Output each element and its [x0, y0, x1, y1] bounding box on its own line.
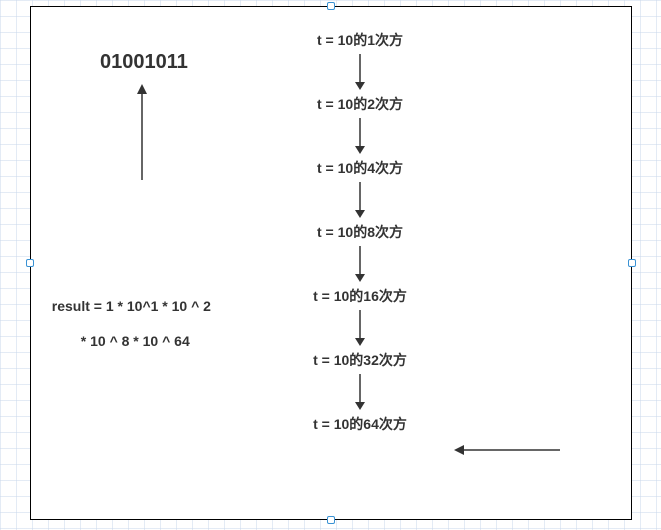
binary-string: 01001011 [100, 50, 188, 75]
flow-node: t = 10的2次方 [317, 96, 403, 114]
flow-node: t = 10的1次方 [317, 32, 403, 50]
flow-arrow-down [350, 310, 370, 350]
result-line1: result = 1 * 10^1 * 10 ^ 2 [52, 298, 211, 314]
flow-node: t = 10的64次方 [313, 416, 407, 434]
arrow-up-left [132, 84, 152, 184]
flow-arrow-down [350, 246, 370, 286]
flow-node: t = 10的4次方 [317, 160, 403, 178]
selection-handle[interactable] [327, 516, 335, 524]
flow-arrow-down [350, 182, 370, 222]
flow-node: t = 10的32次方 [313, 352, 407, 370]
flow-arrow-down [350, 118, 370, 158]
flow-node: t = 10的16次方 [313, 288, 407, 306]
result-line2: * 10 ^ 8 * 10 ^ 64 [52, 333, 219, 351]
selection-handle[interactable] [628, 259, 636, 267]
flow-arrow-down [350, 54, 370, 94]
selection-handle[interactable] [26, 259, 34, 267]
flow-arrow-down [350, 374, 370, 414]
selection-handle[interactable] [327, 2, 335, 10]
flow-node: t = 10的8次方 [317, 224, 403, 242]
arrow-left-right [454, 440, 564, 460]
result-expression: result = 1 * 10^1 * 10 ^ 2 * 10 ^ 8 * 10… [44, 280, 211, 350]
